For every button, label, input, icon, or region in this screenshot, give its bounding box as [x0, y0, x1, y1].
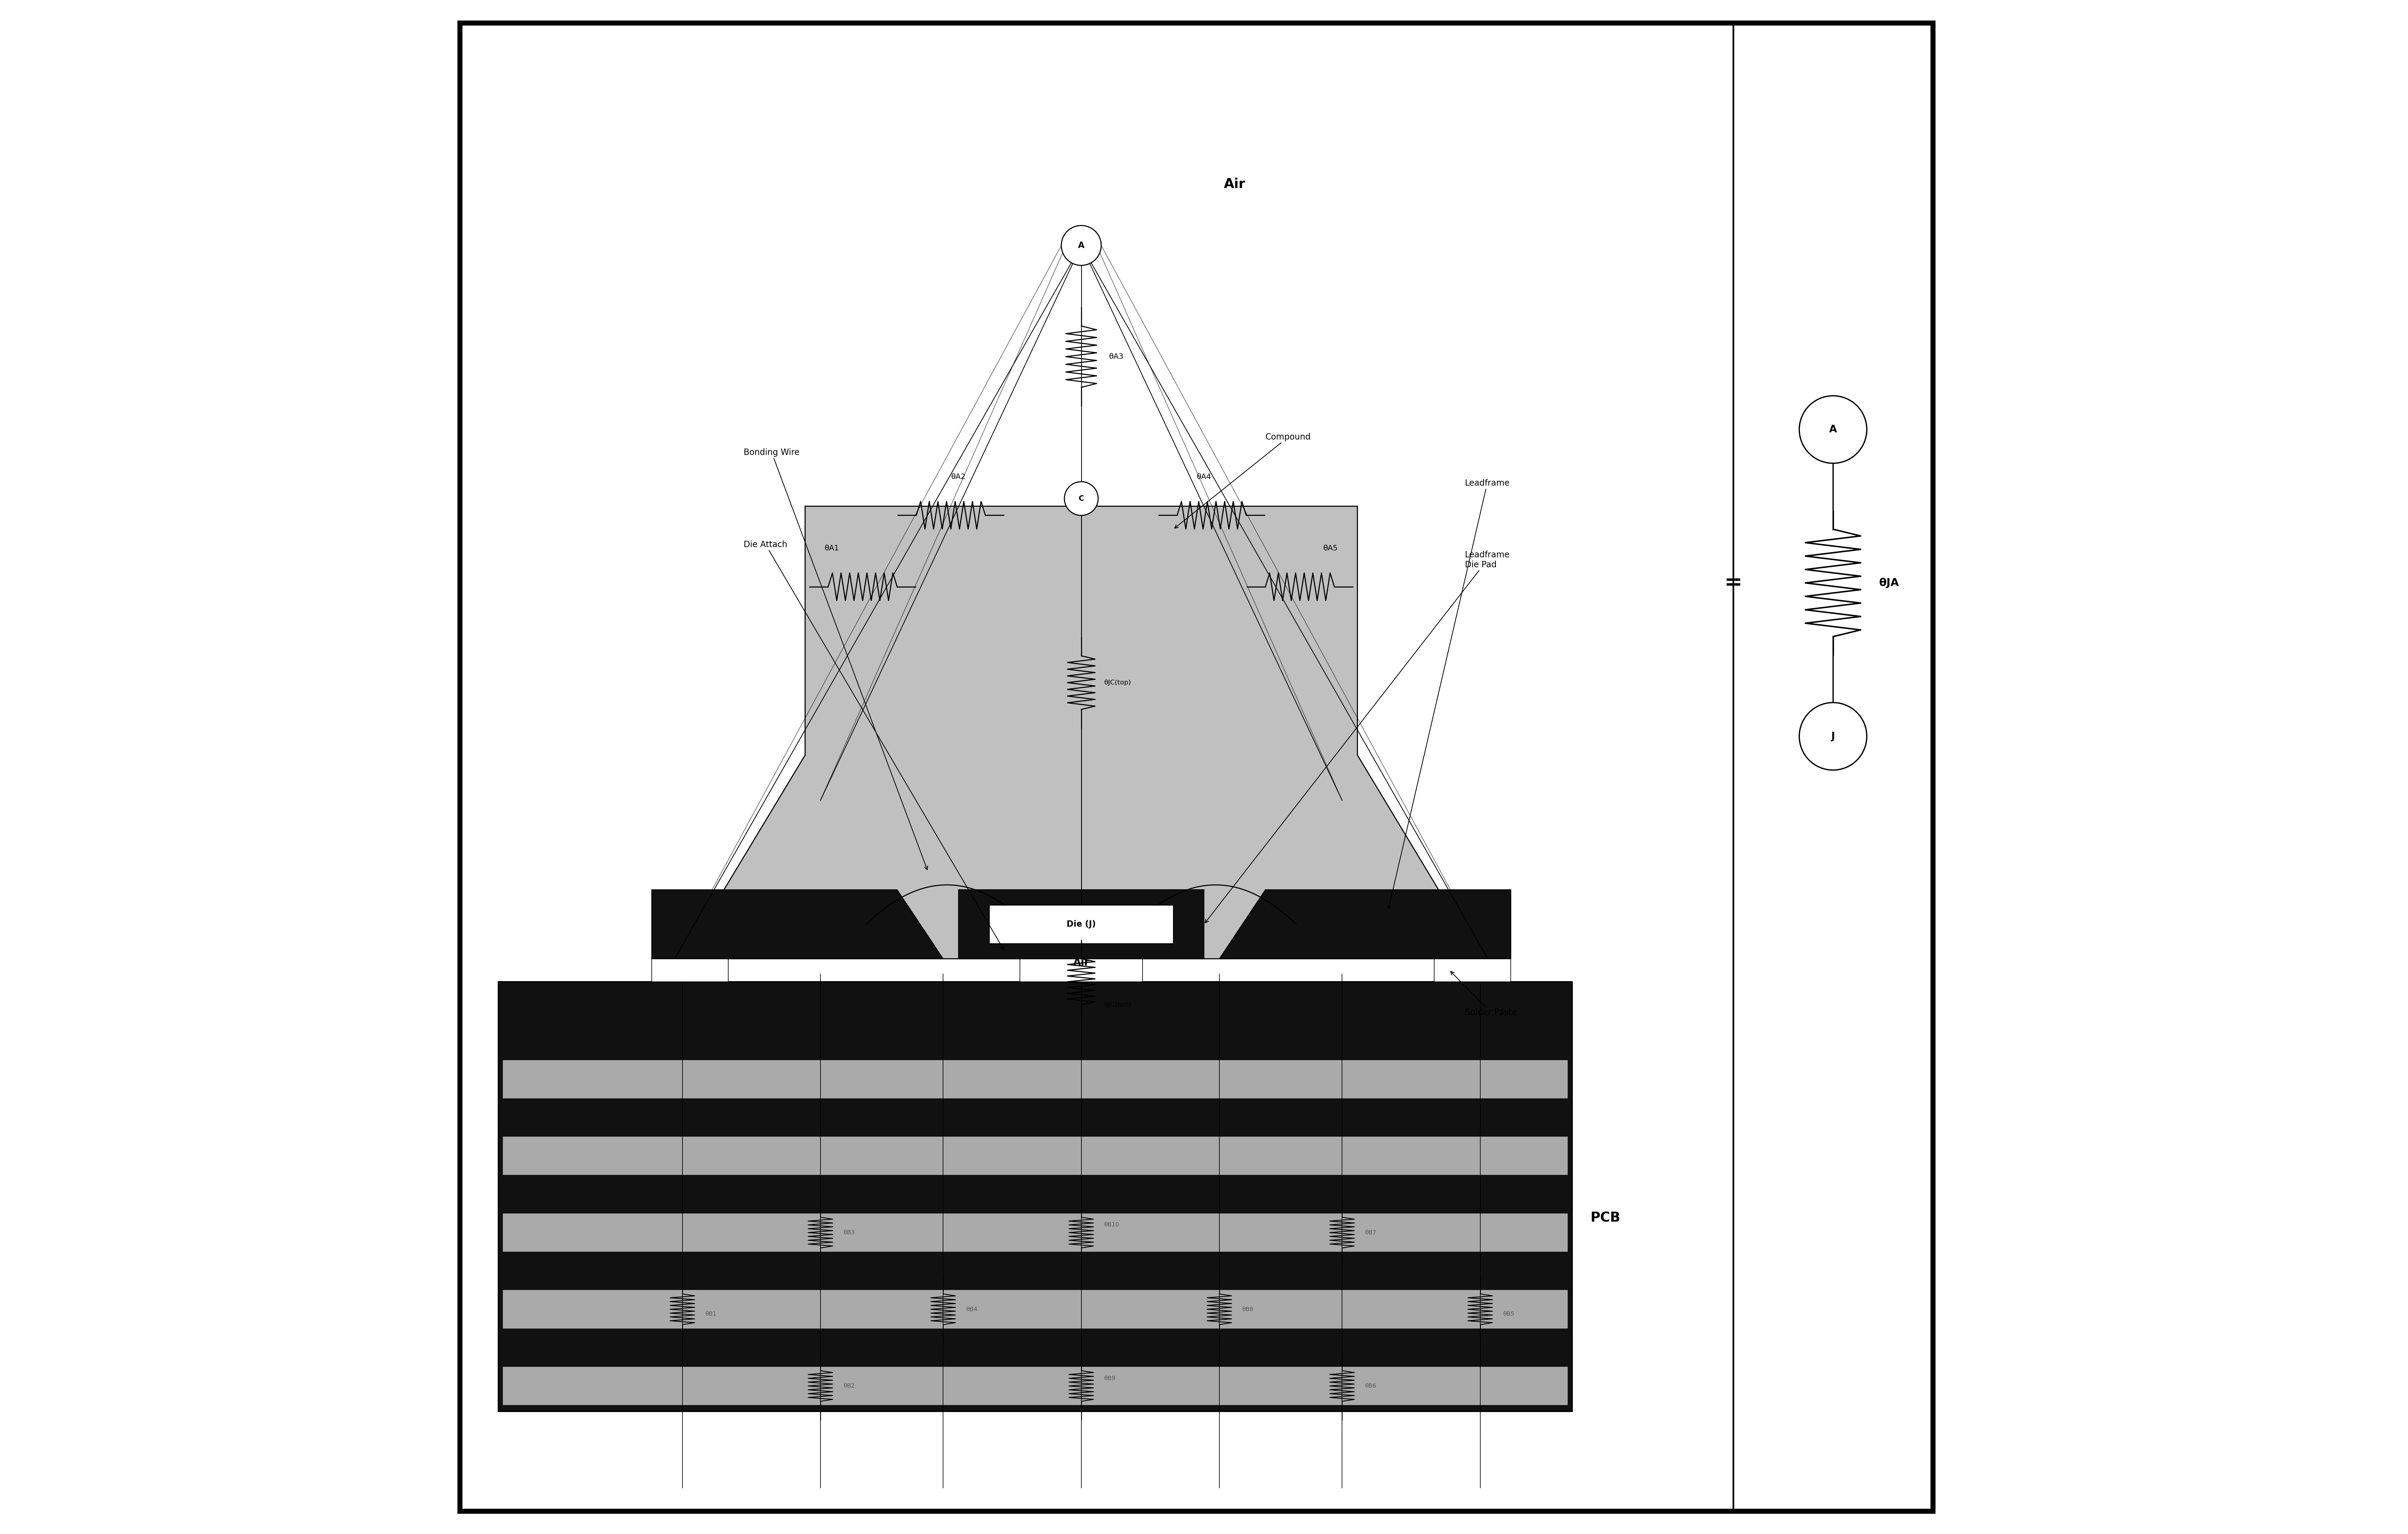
Bar [990, 905, 1173, 943]
Text: θB4: θB4 [966, 1307, 978, 1312]
Text: θB6: θB6 [1365, 1384, 1377, 1388]
Bar [1021, 959, 1144, 982]
Text: θJA: θJA [1878, 578, 1900, 588]
Bar [503, 1213, 1568, 1252]
Circle shape [1799, 396, 1866, 463]
Bar [958, 890, 1204, 959]
Text: θB7: θB7 [1365, 1230, 1377, 1235]
Text: Die (J): Die (J) [1067, 920, 1096, 928]
Text: J: J [1830, 732, 1835, 741]
Text: θA3: θA3 [1108, 353, 1125, 360]
Polygon shape [1218, 890, 1510, 959]
Text: Leadframe
Die Pad: Leadframe Die Pad [1204, 551, 1510, 923]
Bar [958, 890, 1204, 959]
Bar [503, 1367, 1568, 1405]
Text: Leadframe: Leadframe [1387, 479, 1510, 908]
Text: A: A [1830, 425, 1837, 434]
Text: Compound: Compound [1175, 433, 1310, 528]
Text: θB2: θB2 [843, 1384, 855, 1388]
FancyBboxPatch shape [460, 23, 1934, 1511]
Circle shape [1064, 482, 1098, 515]
Text: θA4: θA4 [1197, 474, 1211, 480]
Text: θA2: θA2 [951, 474, 966, 480]
Text: A: A [1079, 241, 1084, 250]
Text: θB9: θB9 [1105, 1376, 1115, 1381]
Circle shape [1062, 225, 1100, 265]
Bar [498, 982, 1572, 1411]
Polygon shape [653, 890, 944, 959]
Text: Die (J): Die (J) [1067, 920, 1096, 928]
Text: θB8: θB8 [1243, 1307, 1255, 1312]
Bar [653, 959, 727, 982]
Text: θA5: θA5 [1324, 545, 1339, 552]
Text: Air: Air [1074, 957, 1088, 968]
Circle shape [1799, 703, 1866, 770]
Text: θB10: θB10 [1105, 1223, 1120, 1227]
Bar [503, 1137, 1568, 1175]
Text: θB1: θB1 [706, 1312, 718, 1316]
Text: PCB: PCB [1592, 1212, 1621, 1224]
Text: C: C [1079, 495, 1084, 502]
Text: Bonding Wire: Bonding Wire [744, 448, 927, 870]
Text: =: = [1724, 572, 1743, 594]
Text: θJC(bot): θJC(bot) [1105, 1002, 1132, 1008]
Text: θJC(top): θJC(top) [1105, 680, 1132, 686]
Polygon shape [681, 506, 1481, 959]
Text: θB5: θB5 [1503, 1312, 1515, 1316]
Bar [503, 1290, 1568, 1328]
Text: Solder Paste: Solder Paste [1450, 971, 1517, 1017]
Text: θA1: θA1 [824, 545, 840, 552]
Polygon shape [1218, 890, 1510, 959]
Text: θB3: θB3 [843, 1230, 855, 1235]
Bar [990, 905, 1173, 943]
Bar [503, 1060, 1568, 1098]
Text: Air: Air [1223, 178, 1245, 190]
Bar [1435, 959, 1510, 982]
Text: Die Attach: Die Attach [744, 540, 1004, 950]
Polygon shape [653, 890, 944, 959]
